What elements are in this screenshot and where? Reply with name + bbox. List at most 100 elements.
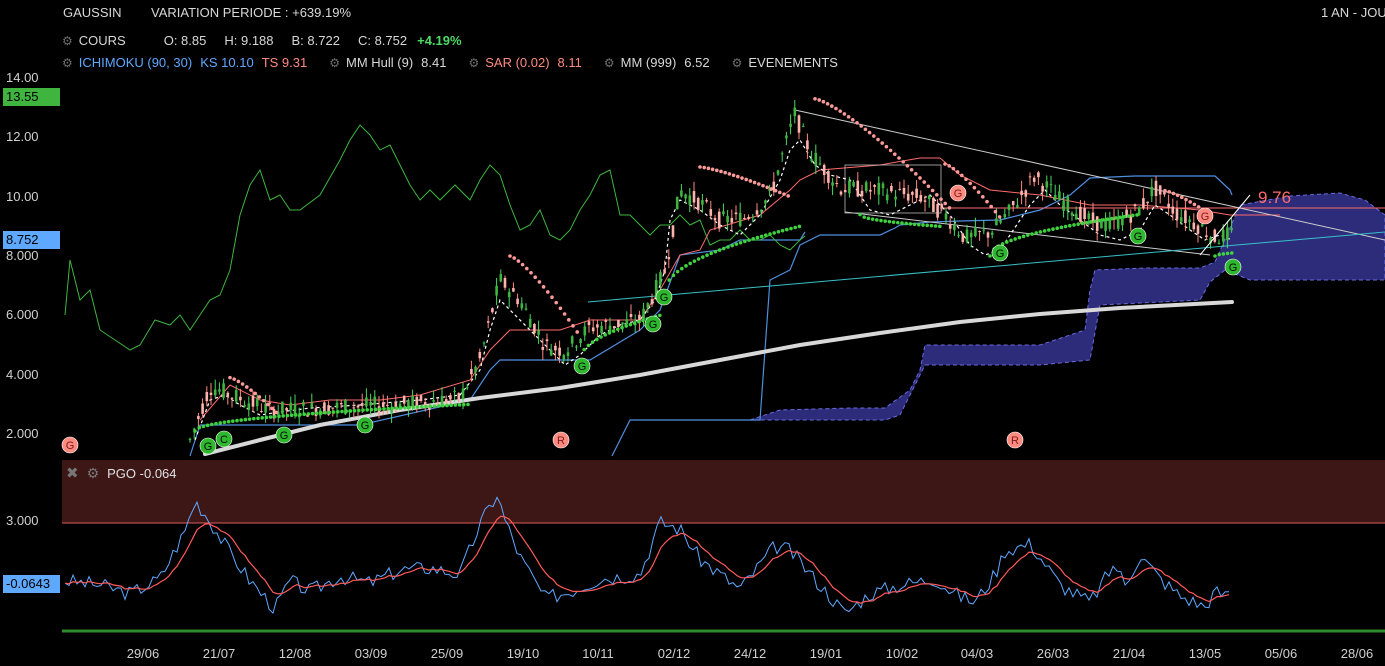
y-tick: 6.000 [6,307,39,322]
ichimoku-label: ICHIMOKU (90, 30) [78,55,193,70]
symbol-title: GAUSSIN [63,5,122,20]
candle-body [1179,217,1183,222]
candle-body [339,402,343,405]
event-marker[interactable]: R [1006,431,1024,449]
gear-icon[interactable]: ⚙ [731,55,743,70]
svg-text:G: G [649,319,658,331]
sar-dot [964,177,968,182]
sar-dot [769,187,774,191]
candle-body [495,285,498,296]
candle-body [440,396,444,407]
candle-body [709,209,713,216]
sar-dot [985,199,989,204]
sar-dot [520,262,525,267]
candle-body [1213,229,1217,242]
buy-signal-marker[interactable]: G [1224,258,1242,276]
sar-dot [310,411,315,416]
buy-signal-marker[interactable]: G [573,357,591,375]
gear-icon[interactable]: ⚙ [86,464,100,481]
sar-dot [785,227,789,232]
sar-dot [302,412,307,417]
sar-dot [759,234,764,239]
sar-dot [197,425,201,430]
sar-dot [1221,252,1226,256]
close-icon[interactable]: ✖ [66,465,79,482]
sar-indicator[interactable]: ⚙ SAR (0.02) 8.11 [468,55,581,70]
sar-dot [550,295,554,300]
sar-dot [723,170,727,175]
sar-dot [782,192,786,196]
hull-indicator[interactable]: ⚙ MM Hull (9) 8.41 [329,55,446,70]
candle-body [890,185,893,192]
sar-dot [1089,220,1093,224]
sar-dot [445,403,449,408]
sar-dot [210,422,214,427]
x-tick: 19/01 [809,646,843,661]
buy-signal-marker[interactable]: G [356,416,374,434]
candle-body [894,196,897,200]
sar-dot [755,235,760,240]
event-marker[interactable]: R [552,431,570,449]
buy-signal-marker[interactable]: C [215,430,233,448]
gear-icon[interactable]: ⚙ [62,55,73,70]
gear-icon[interactable]: ⚙ [62,33,73,48]
candle-body [457,393,461,401]
cours-label[interactable]: COURS [78,33,126,48]
svg-text:G: G [578,361,587,373]
sar-dot [706,166,711,171]
buy-signal-marker[interactable]: G [991,244,1009,262]
candle-body [999,220,1002,223]
buy-signal-marker[interactable]: G [655,288,673,306]
kijun-line [611,175,1233,457]
mm999-label: MM (999) [620,55,677,70]
sar-dot [1072,223,1076,227]
sar-dot [562,312,567,316]
candle-body [726,215,729,223]
candle-body [608,325,612,332]
sell-signal-marker[interactable]: G [949,184,967,202]
x-tick: 10/11 [582,646,614,661]
sar-dot [1105,217,1110,222]
sar-dot [922,180,926,184]
mm999-line [203,300,1234,456]
candle-body [835,183,839,185]
gear-icon[interactable]: ⚙ [329,55,340,70]
sar-dot [453,403,458,407]
sar-dot [525,266,529,271]
buy-signal-marker[interactable]: G [199,437,217,455]
buy-signal-marker[interactable]: G [644,315,662,333]
sar-dot [1167,190,1171,194]
sar-dot [1122,214,1127,219]
sar-dot [938,224,942,229]
high-price-badge: 13.55 [3,88,60,106]
candle-body [1016,205,1019,208]
candle-body [1184,210,1187,224]
candle-body [243,405,246,407]
ichimoku-indicator[interactable]: ⚙ ICHIMOKU (90, 30) KS 10.10 TS 9.31 [62,55,307,70]
mm999-indicator[interactable]: ⚙ MM (999) 6.52 [604,55,710,70]
candle-body [839,191,843,195]
candle-body [579,339,582,344]
sar-dot [947,164,951,168]
sar-dot [567,318,571,322]
event-marker[interactable]: G [61,436,79,454]
period-selector[interactable]: 1 AN - JOU [1321,5,1385,20]
candle-body [806,140,809,150]
buy-signal-marker[interactable]: G [1129,227,1147,245]
sar-dot [933,224,938,228]
gear-icon[interactable]: ⚙ [468,55,480,70]
sar-dot [813,96,817,101]
sar-dot [232,377,236,381]
low-value: B: 8.722 [291,33,340,48]
events-label: EVENEMENTS [748,55,838,70]
buy-signal-marker[interactable]: G [275,426,293,444]
candle-body [520,303,524,309]
candle-body [856,180,860,197]
gear-icon[interactable]: ⚙ [603,55,615,70]
candle-body [612,326,616,329]
close-value: C: 8.752 [357,33,408,48]
sell-signal-marker[interactable]: G [1196,207,1214,225]
candle-body [659,272,662,285]
events-toggle[interactable]: ⚙ EVENEMENTS [732,55,838,70]
